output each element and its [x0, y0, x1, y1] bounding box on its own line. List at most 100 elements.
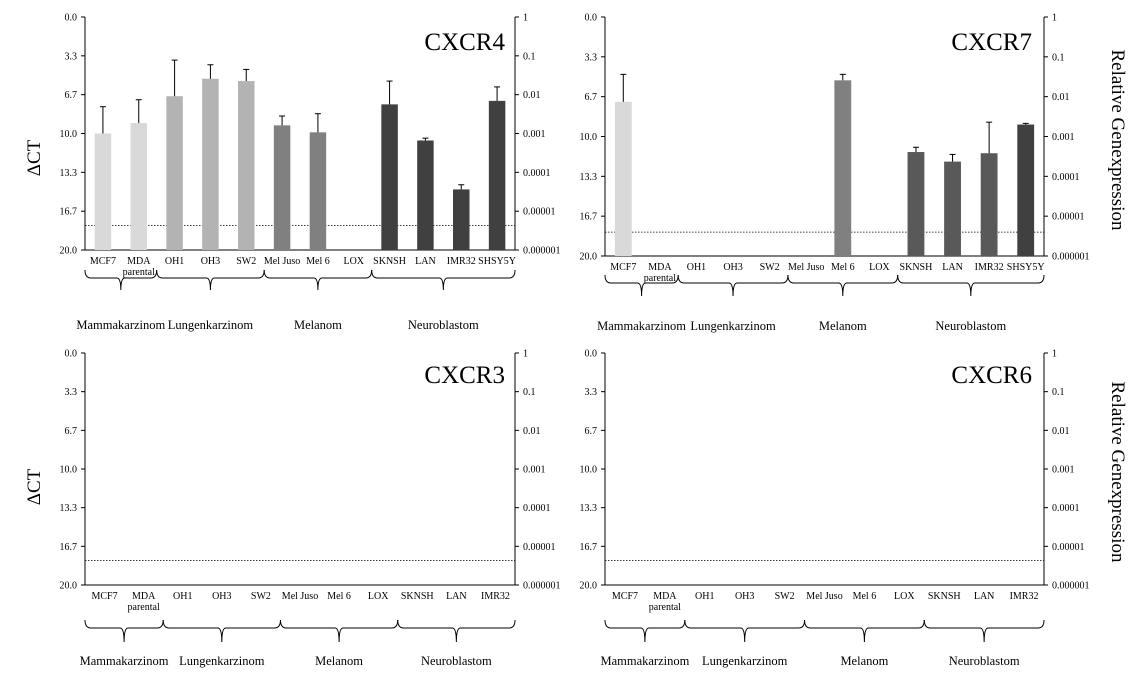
group-label: Mammakarzinom [600, 654, 689, 668]
bar-lan [417, 140, 434, 250]
category-label: OH3 [201, 256, 220, 267]
chart-panel-cxcr4: 0.0 3.3 6.7 10.0 13.3 16.7 20.0 1 0.1 0.01 0.001 0.… [60, 13, 561, 333]
group-label: Neuroblastom [949, 654, 1020, 668]
bar-mcf7 [614, 101, 632, 256]
group-label: Neuroblastom [935, 319, 1006, 333]
group-brace [371, 269, 516, 291]
bar-shsy5y [1017, 124, 1035, 256]
right-axis-label-top: Relative Genexpression [1107, 50, 1128, 231]
group-label: Lungenkarzinom [168, 318, 254, 332]
bar-lan [944, 161, 961, 256]
y-tick-label-right: 0.00001 [523, 542, 556, 553]
y-tick-label-left: 0.0 [65, 349, 78, 360]
y-tick-label-left: 10.0 [580, 132, 598, 143]
category-label: SKNSH [401, 591, 434, 602]
category-label: MCF7 [612, 591, 638, 602]
left-axis-label-bottom: ΔCT [24, 468, 45, 505]
group-label: Mammakarzinom [80, 654, 169, 668]
y-tick-label-left: 6.7 [585, 426, 598, 437]
category-label: SHSY5Y [478, 256, 516, 267]
group-brace [923, 619, 1045, 643]
category-label: parental [649, 602, 681, 613]
category-label: Mel 6 [831, 262, 855, 273]
y-tick-label-right: 0.1 [523, 387, 536, 398]
chart-title: CXCR3 [424, 362, 505, 389]
group-brace [677, 274, 789, 297]
category-label: MDA [648, 262, 672, 273]
y-tick-label-right: 0.0001 [1052, 172, 1080, 183]
group-brace [84, 269, 158, 291]
y-tick-label-right: 0.1 [1052, 52, 1065, 63]
category-label: SHSY5Y [1007, 262, 1045, 273]
category-label: Mel Juso [788, 262, 824, 273]
y-tick-label-left: 13.3 [60, 503, 78, 514]
chart-title: CXCR6 [951, 362, 1032, 389]
chart-title: CXCR4 [424, 29, 505, 56]
category-label: OH1 [165, 256, 184, 267]
y-tick-label-left: 0.0 [585, 349, 598, 360]
bar-sknsh [907, 152, 925, 256]
category-label: parental [644, 273, 676, 284]
y-tick-label-left: 20.0 [60, 246, 78, 257]
category-label: LOX [343, 256, 364, 267]
category-label: Mel 6 [853, 591, 877, 602]
y-tick-label-right: 1 [1052, 349, 1057, 360]
group-brace [263, 269, 373, 291]
category-label: LAN [974, 591, 995, 602]
bar-oh1 [166, 96, 183, 250]
category-label: SKNSH [373, 256, 406, 267]
y-tick-label-right: 0.000001 [1052, 252, 1090, 263]
category-label: Mel Juso [264, 256, 300, 267]
y-tick-label-left: 0.0 [585, 13, 598, 24]
category-label: parental [123, 267, 155, 278]
category-label: Mel Juso [806, 591, 842, 602]
y-tick-label-left: 3.3 [585, 387, 598, 398]
group-label: Melanom [315, 654, 363, 668]
y-tick-label-right: 0.000001 [1052, 581, 1090, 592]
y-tick-label-right: 0.01 [523, 90, 541, 101]
y-tick-label-left: 20.0 [60, 581, 78, 592]
y-tick-label-left: 10.0 [60, 129, 78, 140]
group-brace [787, 274, 899, 297]
y-tick-label-left: 16.7 [60, 542, 78, 553]
bar-imr32 [453, 189, 470, 250]
group-label: Melanom [840, 654, 888, 668]
group-brace [84, 619, 164, 643]
bar-sw2 [238, 81, 255, 250]
category-label: MDA [653, 591, 677, 602]
category-label: IMR32 [975, 262, 1004, 273]
group-label: Neuroblastom [421, 654, 492, 668]
group-brace [162, 619, 281, 643]
y-tick-label-left: 13.3 [60, 168, 78, 179]
group-brace [804, 619, 925, 643]
category-label: SW2 [760, 262, 780, 273]
group-brace [897, 274, 1045, 297]
y-tick-label-right: 0.001 [1052, 465, 1075, 476]
y-tick-label-left: 3.3 [65, 387, 78, 398]
y-tick-label-left: 13.3 [580, 172, 598, 183]
bar-shsy5y [488, 100, 506, 250]
category-label: IMR32 [447, 256, 476, 267]
bar-sknsh [381, 104, 398, 250]
y-tick-label-left: 13.3 [580, 503, 598, 514]
y-tick-label-left: 16.7 [580, 212, 598, 223]
y-tick-label-right: 0.001 [523, 129, 546, 140]
category-label: MDA [127, 256, 151, 267]
y-tick-label-right: 0.0001 [1052, 503, 1080, 514]
group-label: Neuroblastom [408, 318, 479, 332]
group-label: Melanom [819, 319, 867, 333]
y-tick-label-left: 10.0 [60, 465, 78, 476]
category-label: OH3 [735, 591, 754, 602]
y-tick-label-right: 1 [523, 13, 528, 24]
y-tick-label-left: 6.7 [65, 426, 78, 437]
group-brace [684, 619, 806, 643]
y-tick-label-right: 0.001 [523, 465, 546, 476]
bar-mda-parental [130, 123, 147, 250]
category-label: parental [128, 602, 160, 613]
group-label: Lungenkarzinom [179, 654, 265, 668]
category-label: SW2 [775, 591, 795, 602]
category-label: MCF7 [610, 262, 636, 273]
left-axis-label-top: ΔCT [24, 139, 45, 176]
right-axis-label-bottom: Relative Genexpression [1107, 382, 1128, 563]
